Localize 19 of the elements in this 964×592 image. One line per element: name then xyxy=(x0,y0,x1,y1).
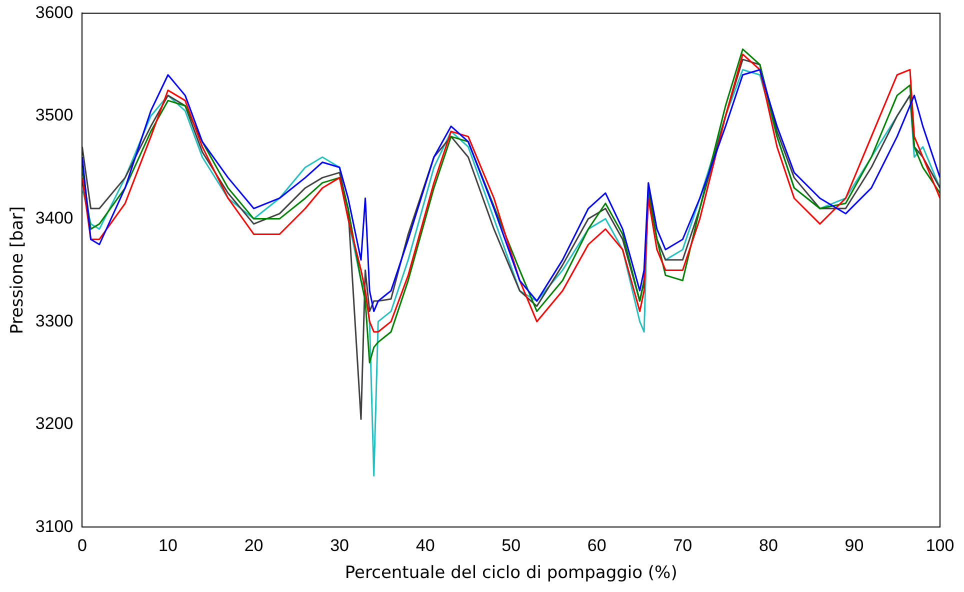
x-tick-label: 100 xyxy=(926,536,954,556)
x-tick-label: 10 xyxy=(158,536,178,556)
x-tick-label: 80 xyxy=(758,536,778,556)
x-axis-title: Percentuale del ciclo di pompaggio (%) xyxy=(344,563,678,584)
y-axis-title: Pressione [bar] xyxy=(8,206,28,334)
x-tick-label: 50 xyxy=(502,536,521,556)
x-tick-label: 70 xyxy=(673,536,692,556)
y-tick-label: 3100 xyxy=(35,516,74,536)
y-tick-label: 3600 xyxy=(35,2,74,22)
y-tick-label: 3200 xyxy=(35,414,74,434)
x-tick-label: 30 xyxy=(330,536,350,556)
x-tick-label: 90 xyxy=(844,536,864,556)
y-tick-label: 3300 xyxy=(35,311,74,330)
x-tick-label: 0 xyxy=(77,536,87,556)
x-tick-label: 20 xyxy=(244,536,264,556)
x-tick-label: 60 xyxy=(587,536,606,556)
y-tick-label: 3400 xyxy=(35,208,74,228)
x-tick-label: 40 xyxy=(416,536,435,556)
y-tick-label: 3500 xyxy=(35,106,74,125)
